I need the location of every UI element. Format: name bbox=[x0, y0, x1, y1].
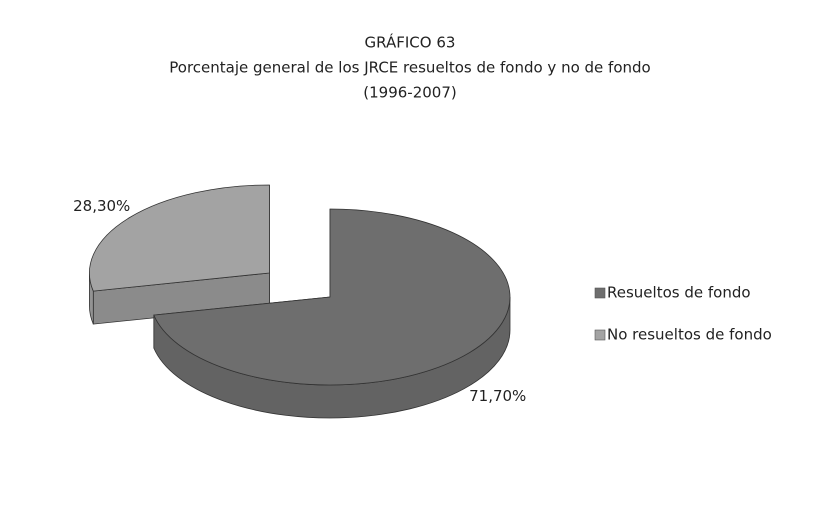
legend-label: No resueltos de fondo bbox=[607, 326, 772, 344]
legend-label: Resueltos de fondo bbox=[607, 284, 751, 302]
chart-title: GRÁFICO 63 bbox=[365, 33, 456, 52]
legend-swatch bbox=[594, 287, 606, 299]
data-label: 28,30% bbox=[73, 197, 130, 215]
slice-top bbox=[153, 208, 511, 386]
pie-slice bbox=[89, 184, 270, 325]
chart-subtitle: (1996-2007) bbox=[363, 84, 456, 102]
chart-subtitle: Porcentaje general de los JRCE resueltos… bbox=[169, 59, 650, 77]
data-label: 71,70% bbox=[469, 387, 526, 405]
slice-top bbox=[89, 184, 270, 292]
legend-swatch bbox=[594, 329, 606, 341]
pie-slice bbox=[153, 208, 511, 419]
